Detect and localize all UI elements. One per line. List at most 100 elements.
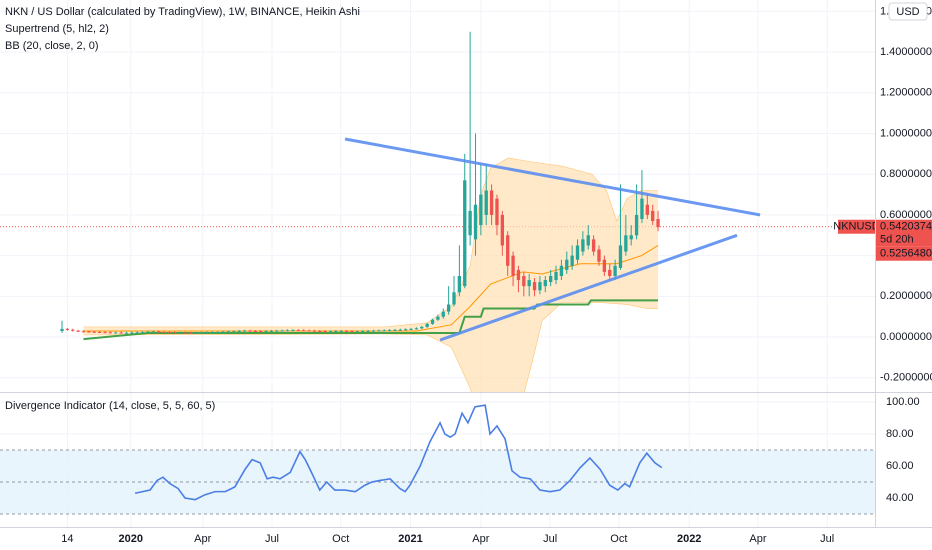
candle-body	[489, 190, 494, 215]
candle-body	[371, 330, 376, 332]
legend-entry: Supertrend (5, hl2, 2)	[5, 23, 109, 35]
candle-body	[173, 332, 177, 334]
candle-body	[532, 282, 537, 291]
bb-upper	[83, 157, 659, 328]
candle-body	[344, 330, 349, 332]
countdown-label: 5d 20h	[880, 234, 914, 246]
candle-body	[500, 214, 505, 246]
indicator-pane	[0, 404, 875, 515]
candle-body	[452, 292, 456, 305]
candle-body	[398, 329, 402, 331]
candle-body	[280, 330, 284, 332]
candle-body	[242, 330, 247, 332]
candle-body	[511, 255, 515, 276]
x-tick-label: Jul	[543, 533, 557, 545]
previous-label: 0.52564803	[880, 248, 932, 260]
candle-body	[506, 235, 510, 266]
candle-body	[393, 329, 397, 331]
x-tick-label: Oct	[610, 533, 627, 545]
candle-body	[328, 331, 333, 333]
candle-body	[140, 332, 145, 334]
trendline	[344, 137, 761, 217]
candle-body	[538, 282, 542, 291]
y-tick-label: 60.00	[886, 460, 914, 472]
legend-entry: BB (20, close, 2, 0)	[5, 40, 99, 52]
x-tick-label: Jul	[265, 533, 279, 545]
candle-body	[425, 323, 429, 327]
candle-body	[387, 330, 392, 332]
candle-body	[613, 265, 617, 276]
axes: 14 2020 Apr Jul Oct 2021 Apr Jul Oct 2022 Apr Jul 1.…	[61, 2, 932, 545]
candle-body	[404, 329, 408, 331]
candle-body	[581, 239, 585, 252]
candle-body	[334, 331, 338, 333]
candle-body	[248, 330, 252, 332]
bb-lower	[83, 302, 659, 392]
symbol-label: NKNUSD	[833, 221, 880, 233]
candle-body	[629, 235, 633, 240]
candle-body	[543, 280, 547, 287]
candle-body	[355, 331, 360, 333]
candle-body	[135, 332, 139, 334]
y-tick-label: 40.00	[886, 492, 914, 504]
candle-body	[522, 275, 526, 287]
candle-body	[624, 235, 628, 252]
x-tick-label: Apr	[749, 533, 766, 545]
y-tick-label: 80.00	[886, 428, 914, 440]
candle-body	[291, 330, 295, 332]
candle-body	[221, 331, 225, 333]
candle-body	[199, 332, 204, 334]
candle-body	[285, 330, 290, 332]
candle-body	[108, 332, 113, 334]
candle-body	[146, 331, 150, 333]
candle-body	[516, 269, 521, 281]
candle-body	[151, 331, 155, 333]
candle-body	[124, 332, 129, 334]
candle-body	[597, 249, 601, 262]
candle-body	[608, 269, 612, 276]
currency-label: USD	[896, 6, 919, 18]
price-pane	[60, 31, 761, 392]
candle-body	[468, 210, 472, 236]
candle-body	[226, 331, 231, 333]
candle-body	[323, 331, 327, 333]
x-tick-label: Jul	[820, 533, 834, 545]
candle-body	[549, 275, 553, 283]
candle-body	[602, 259, 607, 272]
candle-body	[183, 332, 188, 334]
candle-body	[409, 328, 413, 330]
candle-body	[210, 332, 215, 334]
x-tick-label: 14	[61, 533, 73, 545]
candle-body	[441, 311, 445, 317]
x-tick-label: 2022	[677, 533, 701, 545]
candle-body	[575, 245, 580, 260]
candle-body	[130, 332, 134, 334]
candle-body	[484, 190, 488, 215]
price-label: 0.54203742	[880, 221, 932, 233]
candle-body	[527, 280, 531, 287]
candle-body	[81, 331, 86, 333]
x-tick-label: 2021	[398, 533, 422, 545]
candle-body	[103, 332, 107, 334]
indicator-title: Divergence Indicator (14, close, 5, 5, 6…	[5, 400, 215, 412]
candle-body	[65, 328, 70, 330]
supertrend-line	[83, 299, 659, 341]
candle-body	[253, 330, 257, 332]
candle-body	[361, 331, 365, 333]
candle-body	[350, 331, 354, 333]
price-tag	[876, 219, 932, 247]
x-tick-label: Apr	[194, 533, 211, 545]
bb-basis	[83, 245, 659, 332]
candle-body	[436, 316, 440, 320]
candle-body	[194, 332, 198, 334]
candle-body	[366, 330, 370, 332]
candle-body	[114, 332, 118, 334]
candle-body	[232, 331, 236, 333]
